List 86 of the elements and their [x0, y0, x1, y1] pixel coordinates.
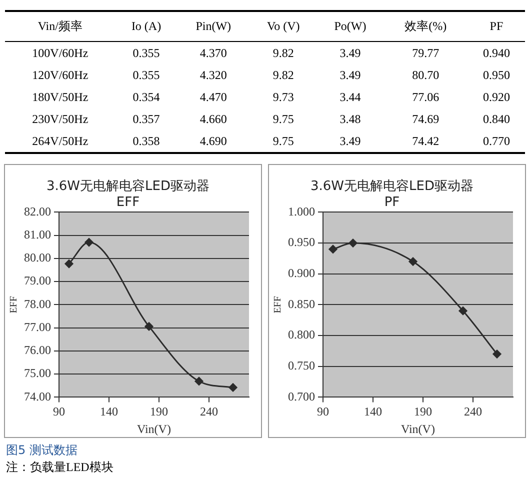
- text: 9.82: [272, 68, 294, 82]
- y-tick-label: 81.00: [24, 227, 51, 242]
- text: 3.44: [340, 90, 361, 104]
- text: 3.49: [340, 68, 361, 82]
- y-tick-label: 0.850: [288, 296, 315, 311]
- text: 100V/60Hz: [32, 46, 88, 60]
- text: 0.354: [132, 90, 160, 104]
- y-tick-label: 0.800: [288, 328, 315, 342]
- point: [84, 238, 94, 247]
- y-tick-label: 0.700: [288, 389, 315, 404]
- text: 0.920: [482, 90, 510, 104]
- y-tick-label: 0.950: [288, 235, 315, 250]
- text: 0.358: [132, 134, 160, 148]
- x-tick-label: 140: [100, 404, 118, 419]
- chart-title: 3.6W无电解电容LED驱动器: [310, 178, 474, 194]
- y-tick-label: 1.000: [288, 204, 315, 218]
- text: 4.690: [200, 134, 227, 148]
- text: 4.470: [200, 90, 227, 104]
- category-label: Pin(W): [177, 11, 250, 42]
- text: 230V/50Hz: [32, 112, 88, 126]
- text: 9.75: [272, 134, 294, 148]
- text: 264V/50Hz: [32, 134, 88, 148]
- point: [458, 306, 468, 316]
- text: 0.355: [132, 68, 160, 82]
- y-tick-label: 75.00: [24, 366, 51, 380]
- text: 120V/60Hz: [32, 68, 88, 82]
- text: 9.82: [272, 46, 294, 60]
- y-axis-title: EFF: [272, 296, 284, 314]
- y-axis-title: EFF: [8, 296, 20, 314]
- chart-title: 3.6W无电解电容LED驱动器: [46, 178, 210, 194]
- point: [328, 244, 338, 254]
- text: 4.660: [200, 112, 227, 126]
- chart-subtitle: EFF: [116, 194, 140, 210]
- x-tick-label: 90: [317, 404, 329, 419]
- text: 0.940: [482, 46, 510, 60]
- text: 79.77: [412, 46, 440, 60]
- text: 77.06: [412, 90, 440, 104]
- y-tick-label: 0.900: [288, 266, 315, 280]
- y-tick-label: 74.00: [24, 389, 51, 404]
- text: 9.73: [272, 90, 294, 104]
- y-tick-label: 80.00: [24, 250, 51, 265]
- point: [492, 350, 502, 358]
- text: 注：负载量LED模块: [6, 459, 114, 476]
- y-tick-label: 0.750: [288, 358, 315, 373]
- text: 0.950: [482, 68, 510, 82]
- x-axis-title: Vin(V): [137, 422, 171, 436]
- text: 0.357: [132, 112, 160, 126]
- y-tick-label: 78.00: [24, 296, 51, 311]
- category-label: Io (A): [115, 11, 178, 42]
- category-label: Vin/频率: [5, 11, 116, 42]
- text: 4.320: [200, 68, 227, 82]
- y-tick-label: 77.00: [24, 320, 51, 334]
- x-tick-label: 190: [150, 404, 168, 419]
- text: 0.770: [482, 134, 510, 148]
- x-tick-label: 90: [53, 404, 65, 419]
- text: 180V/50Hz: [32, 90, 88, 104]
- x-tick-label: 240: [200, 404, 218, 419]
- category-label: 效率(%): [383, 11, 468, 42]
- x-axis-title: Vin(V): [401, 422, 435, 436]
- point: [348, 238, 358, 248]
- text: 3.49: [340, 134, 361, 148]
- category-label: Vo (V): [250, 11, 318, 42]
- text: 9.75: [272, 112, 294, 126]
- text: 4.370: [200, 46, 227, 60]
- category-label: Po(W): [317, 11, 384, 42]
- text: 74.69: [412, 112, 440, 126]
- caption: 图5 测试数据: [6, 442, 78, 459]
- text: 80.70: [412, 68, 440, 82]
- text: 3.48: [340, 112, 361, 126]
- y-tick-label: 82.00: [24, 204, 51, 218]
- chart-subtitle: PF: [384, 194, 400, 210]
- point: [144, 322, 154, 331]
- y-tick-label: 79.00: [24, 274, 51, 288]
- point: [228, 383, 238, 392]
- category-label: PF: [468, 11, 525, 42]
- text: 0.355: [132, 46, 160, 60]
- x-tick-label: 240: [464, 404, 482, 419]
- x-tick-label: 140: [364, 404, 382, 419]
- text: 74.42: [412, 134, 440, 148]
- text: 0.840: [482, 112, 510, 126]
- point: [408, 257, 418, 266]
- point: [194, 376, 204, 386]
- y-tick-label: 76.00: [24, 343, 51, 358]
- point: [64, 260, 74, 268]
- text: 3.49: [340, 46, 361, 60]
- x-tick-label: 190: [414, 404, 432, 419]
